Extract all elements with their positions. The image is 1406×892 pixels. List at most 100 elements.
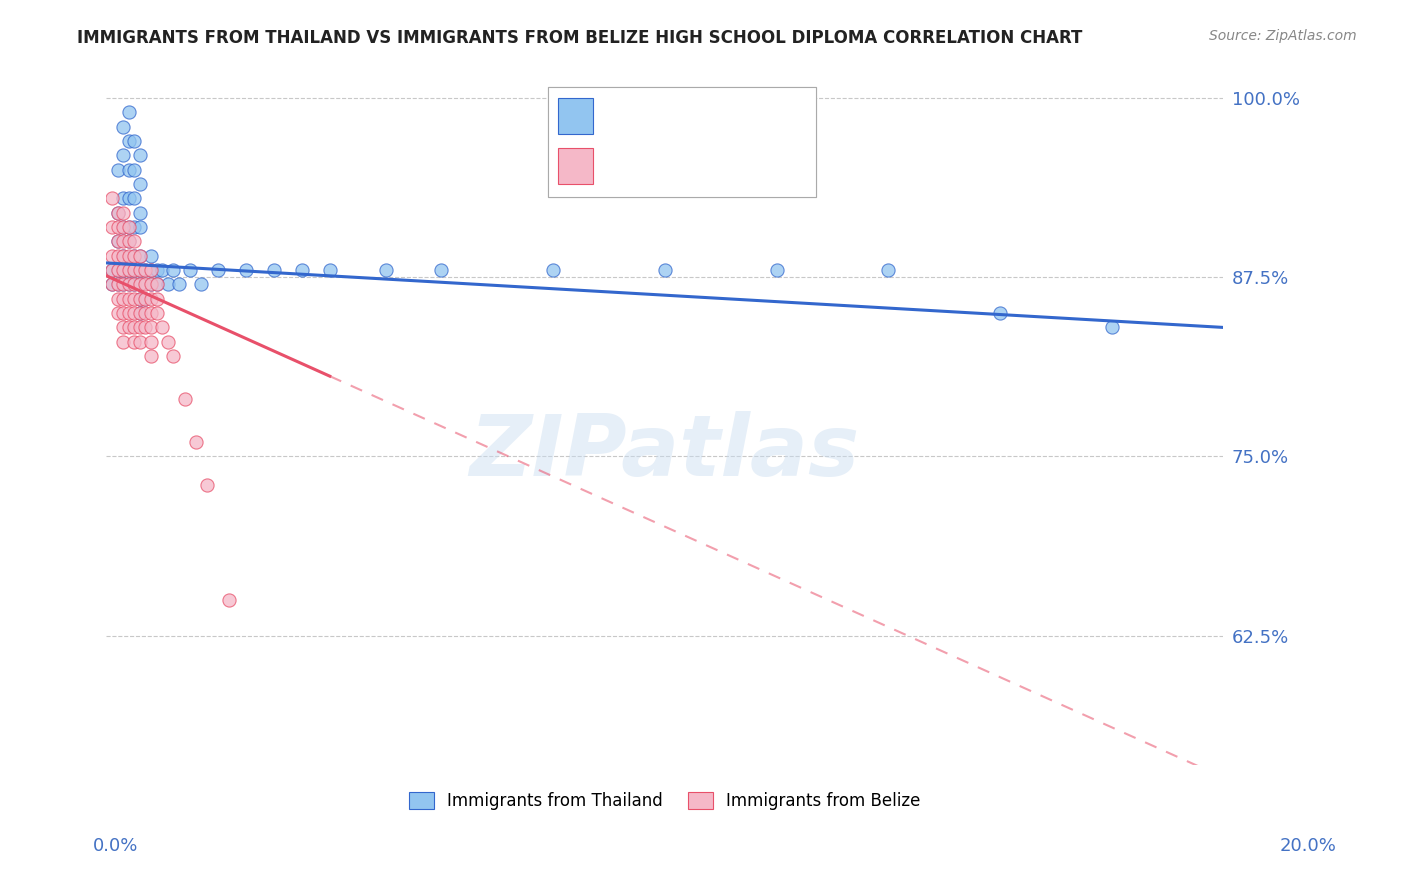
Point	[1101, 320, 1123, 334]
Point	[124, 249, 146, 263]
Text: 20.0%: 20.0%	[1279, 837, 1336, 855]
Point	[112, 191, 135, 205]
Point	[118, 105, 141, 120]
Point	[118, 191, 141, 205]
Point	[134, 320, 156, 334]
Point	[118, 320, 141, 334]
Point	[134, 263, 156, 277]
Point	[263, 263, 285, 277]
Point	[118, 162, 141, 177]
Point	[128, 334, 150, 349]
Legend: Immigrants from Thailand, Immigrants from Belize: Immigrants from Thailand, Immigrants fro…	[402, 785, 928, 816]
Point	[139, 306, 162, 320]
Point	[118, 249, 141, 263]
Point	[139, 292, 162, 306]
Point	[112, 320, 135, 334]
Point	[107, 206, 129, 220]
Point	[139, 249, 162, 263]
Point	[134, 292, 156, 306]
Point	[112, 263, 135, 277]
Point	[128, 292, 150, 306]
Point	[107, 306, 129, 320]
Point	[190, 277, 212, 292]
Point	[128, 277, 150, 292]
Point	[134, 306, 156, 320]
Point	[124, 162, 146, 177]
Point	[112, 206, 135, 220]
Point	[145, 277, 167, 292]
Point	[107, 206, 129, 220]
Point	[124, 277, 146, 292]
Point	[218, 592, 240, 607]
Point	[128, 263, 150, 277]
Point	[988, 306, 1011, 320]
Point	[112, 235, 135, 249]
Point	[101, 263, 124, 277]
Point	[139, 320, 162, 334]
Point	[112, 292, 135, 306]
Point	[162, 263, 184, 277]
Point	[101, 277, 124, 292]
Point	[162, 349, 184, 363]
Point	[124, 292, 146, 306]
Point	[139, 263, 162, 277]
Point	[139, 349, 162, 363]
Point	[207, 263, 229, 277]
Point	[118, 220, 141, 235]
Point	[134, 263, 156, 277]
Point	[118, 220, 141, 235]
Point	[139, 277, 162, 292]
Text: ZIPatlas: ZIPatlas	[470, 411, 860, 494]
Point	[654, 263, 676, 277]
Point	[112, 277, 135, 292]
Point	[118, 277, 141, 292]
Point	[134, 292, 156, 306]
Point	[128, 306, 150, 320]
Point	[128, 249, 150, 263]
Point	[128, 249, 150, 263]
Point	[877, 263, 900, 277]
Point	[124, 220, 146, 235]
Point	[118, 263, 141, 277]
Point	[124, 306, 146, 320]
Point	[150, 263, 173, 277]
Text: Source: ZipAtlas.com: Source: ZipAtlas.com	[1209, 29, 1357, 43]
Point	[112, 306, 135, 320]
Point	[112, 277, 135, 292]
Point	[107, 277, 129, 292]
Point	[541, 263, 564, 277]
Point	[107, 263, 129, 277]
Point	[124, 263, 146, 277]
Point	[134, 277, 156, 292]
Point	[173, 392, 195, 406]
Point	[139, 277, 162, 292]
Point	[112, 220, 135, 235]
Point	[145, 263, 167, 277]
Point	[112, 120, 135, 134]
Point	[107, 235, 129, 249]
Point	[128, 206, 150, 220]
Point	[128, 277, 150, 292]
Point	[112, 148, 135, 162]
Point	[156, 334, 179, 349]
Point	[139, 263, 162, 277]
Point	[145, 306, 167, 320]
Point	[107, 277, 129, 292]
Point	[124, 235, 146, 249]
Point	[101, 249, 124, 263]
Point	[118, 263, 141, 277]
Point	[145, 277, 167, 292]
Point	[118, 292, 141, 306]
Point	[291, 263, 314, 277]
Point	[128, 220, 150, 235]
Point	[118, 306, 141, 320]
Point	[124, 320, 146, 334]
Point	[112, 249, 135, 263]
Point	[124, 277, 146, 292]
Point	[112, 220, 135, 235]
Point	[101, 191, 124, 205]
Text: 0.0%: 0.0%	[93, 837, 138, 855]
Point	[124, 263, 146, 277]
Point	[319, 263, 342, 277]
Point	[112, 263, 135, 277]
